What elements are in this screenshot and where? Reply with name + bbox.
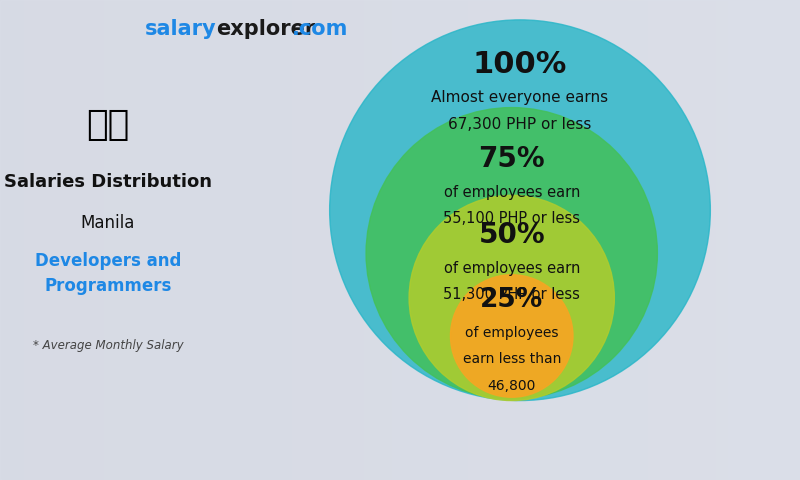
Text: explorer: explorer: [216, 19, 315, 39]
Text: * Average Monthly Salary: * Average Monthly Salary: [33, 339, 183, 352]
Text: Almost everyone earns: Almost everyone earns: [431, 90, 609, 105]
Text: of employees earn: of employees earn: [443, 184, 580, 200]
Circle shape: [366, 108, 658, 399]
Text: 25%: 25%: [480, 287, 543, 312]
Text: 100%: 100%: [473, 50, 567, 79]
Circle shape: [330, 20, 710, 400]
Text: 50%: 50%: [478, 221, 545, 249]
Text: of employees earn: of employees earn: [443, 261, 580, 276]
Text: salary: salary: [144, 19, 216, 39]
Circle shape: [450, 275, 573, 397]
Text: 75%: 75%: [478, 145, 545, 173]
Text: 46,800: 46,800: [487, 379, 536, 393]
Text: 67,300 PHP or less: 67,300 PHP or less: [448, 117, 592, 132]
Text: 55,100 PHP or less: 55,100 PHP or less: [443, 211, 580, 226]
Circle shape: [409, 195, 614, 400]
Text: of employees: of employees: [465, 326, 558, 340]
Text: 🇵🇭: 🇵🇭: [86, 108, 130, 142]
Text: earn less than: earn less than: [462, 352, 561, 366]
Text: 51,300 PHP or less: 51,300 PHP or less: [443, 287, 580, 302]
Text: Developers and
Programmers: Developers and Programmers: [35, 252, 181, 295]
Text: Manila: Manila: [81, 214, 135, 232]
Text: Salaries Distribution: Salaries Distribution: [4, 173, 212, 192]
Text: .com: .com: [292, 19, 348, 39]
